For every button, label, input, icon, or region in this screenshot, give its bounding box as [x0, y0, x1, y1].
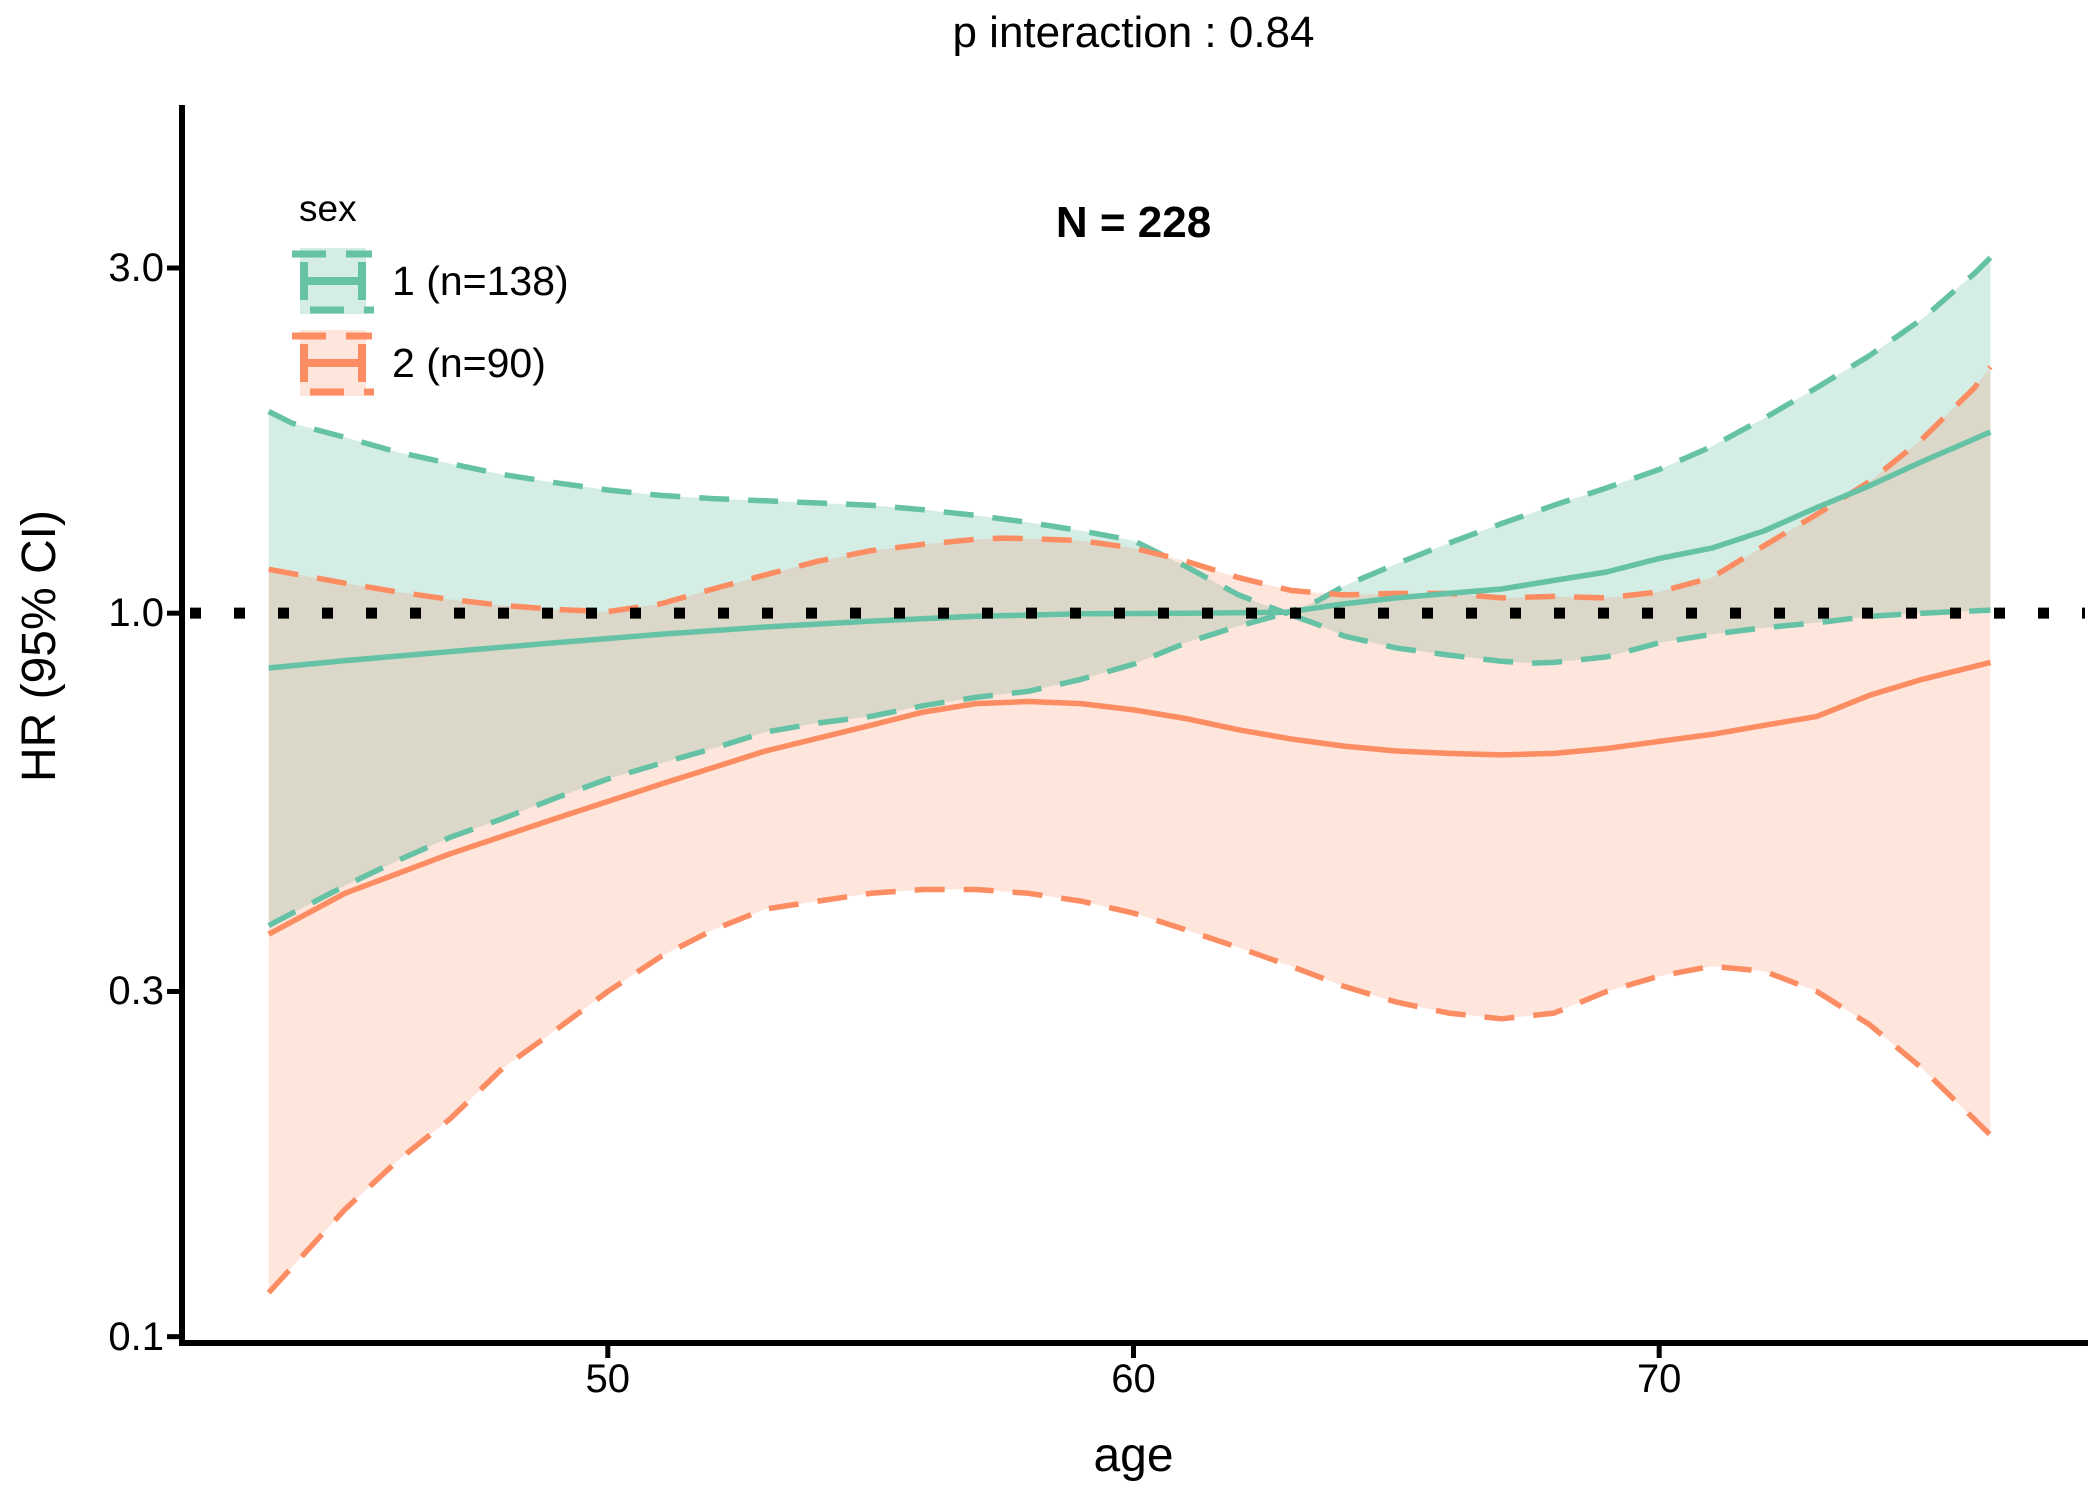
x-tick-label-70: 70 — [1636, 1357, 1682, 1401]
ci-lower-sex1 — [267, 607, 1991, 929]
hr-line-sex2 — [267, 659, 1992, 937]
ci-lower-sex2 — [266, 886, 1993, 1295]
y-tick-label-1.0: 1.0 — [108, 591, 164, 636]
legend-item-sex2-label: 2 (n=90) — [392, 340, 546, 386]
ci-ribbon-sex1 — [268, 257, 1991, 926]
ci-upper-sex2 — [268, 365, 1993, 615]
y-axis-title: HR (95% CI) — [13, 509, 66, 783]
plot-title: p interaction : 0.84 — [952, 8, 1315, 57]
y-tick-label-3.0: 3.0 — [108, 246, 164, 290]
x-tick-label-50: 50 — [585, 1357, 631, 1401]
ci-ribbon-sex2 — [268, 366, 1991, 1293]
legend-item-sex1-label: 1 (n=138) — [392, 258, 569, 304]
y-tick-label-0.1: 0.1 — [108, 1314, 164, 1359]
legend-title: sex — [299, 188, 357, 229]
x-axis-title: age — [1093, 1429, 1174, 1482]
sample-size-label: N = 228 — [1055, 198, 1212, 247]
x-tick-label-60: 60 — [1111, 1357, 1156, 1401]
y-tick-label-0.3: 0.3 — [108, 969, 164, 1014]
hr-line-sex1 — [268, 429, 1992, 671]
